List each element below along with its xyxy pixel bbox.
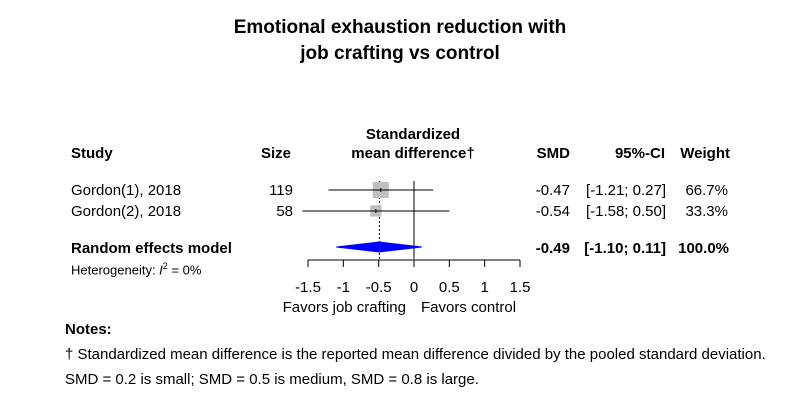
study-weight-2: 33.3% xyxy=(685,203,728,220)
notes-heading: Notes: xyxy=(65,321,112,338)
study-weight-1: 66.7% xyxy=(685,182,728,199)
study-size-1: 119 xyxy=(269,182,293,199)
pooled-ci: [-1.10; 0.11] xyxy=(584,240,666,257)
pooled-smd: -0.49 xyxy=(535,240,570,257)
notes-line-1: † Standardized mean difference is the re… xyxy=(65,346,766,363)
heterogeneity-sup: 2 xyxy=(162,261,168,271)
favors-right-label: Favors control xyxy=(421,299,517,316)
header-effect-line-2: mean difference† xyxy=(351,145,475,162)
x-tick-label-5: 0.5 xyxy=(438,279,460,296)
study-name-2: Gordon(2), 2018 xyxy=(71,203,182,220)
heterogeneity-suffix: = 0% xyxy=(167,262,202,278)
heterogeneity: Heterogeneity: I2 = 0% xyxy=(71,261,201,277)
header-size: Size xyxy=(261,145,292,162)
x-tick-label-2: -1 xyxy=(336,279,350,296)
header-effect-line-1: Standardized xyxy=(365,126,461,143)
notes-line-2: SMD = 0.2 is small; SMD = 0.5 is medium,… xyxy=(65,371,479,388)
pooled-diamond xyxy=(336,241,422,253)
header-ci: 95%-CI xyxy=(614,145,665,162)
study-smd-1: -0.47 xyxy=(535,182,570,199)
x-tick-label-1: -1.5 xyxy=(295,279,321,296)
study-ci-1: [-1.21; 0.27] xyxy=(585,182,666,199)
study-smd-2: -0.54 xyxy=(535,203,570,220)
chart-title-line-2: job crafting vs control xyxy=(300,43,500,64)
header-study: Study xyxy=(71,145,113,162)
pooled-weight: 100.0% xyxy=(678,240,729,257)
heterogeneity-prefix: Heterogeneity: xyxy=(71,262,160,278)
study-size-2: 58 xyxy=(276,203,293,220)
study-name-1: Gordon(1), 2018 xyxy=(71,182,182,199)
pooled-name: Random effects model xyxy=(71,240,232,257)
heterogeneity-stat: I xyxy=(159,262,163,278)
study-ci-2: [-1.58; 0.50] xyxy=(585,203,666,220)
chart-title-line-1: Emotional exhaustion reduction with xyxy=(233,17,567,38)
header-smd: SMD xyxy=(536,145,570,162)
favors-left-label: Favors job crafting xyxy=(282,299,406,316)
x-tick-label-3: -0.5 xyxy=(365,279,392,296)
header-weight: Weight xyxy=(680,145,730,162)
x-tick-label-4: 0 xyxy=(409,279,419,296)
x-tick-label-7: 1.5 xyxy=(509,279,531,296)
x-tick-label-6: 1 xyxy=(480,279,489,296)
